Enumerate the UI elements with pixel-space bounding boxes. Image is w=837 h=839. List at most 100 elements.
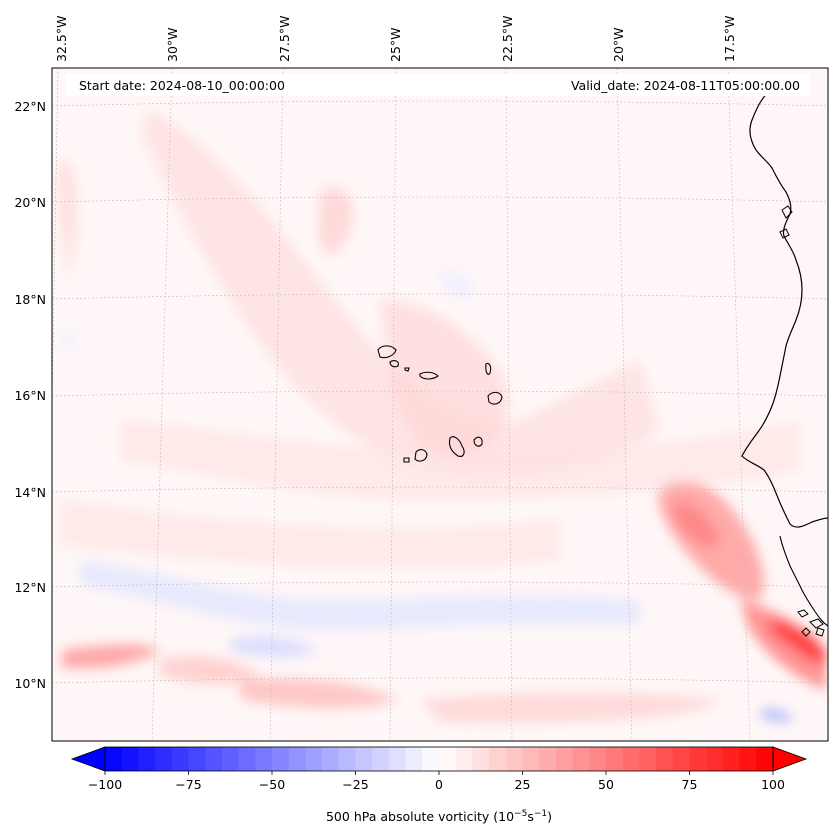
lat-label-20n: 20°N: [14, 195, 46, 210]
island-sao-nicolau: [419, 371, 439, 380]
meridian-22-5w: [505, 68, 513, 741]
colorbar-tick-label: 25: [515, 777, 531, 792]
island-santiago: [448, 436, 465, 457]
latitude-labels: 22°N 20°N 18°N 16°N 14°N 12°N 10°N: [14, 99, 46, 691]
colorbar-cell: [322, 747, 340, 771]
colorbar-cell: [505, 747, 523, 771]
colorbar-cell: [672, 747, 690, 771]
parallel-16n: [52, 390, 828, 397]
colorbar-label: 500 hPa absolute vorticity (10−5s−1): [326, 809, 552, 824]
valid-date-label: Valid_date: 2024-08-11T05:00:00.00: [571, 78, 800, 93]
colorbar-cell: [555, 747, 574, 771]
meridian-25w: [389, 68, 397, 741]
colorbar-cell: [221, 747, 240, 771]
colorbar-cell: [205, 747, 223, 771]
lat-label-16n: 16°N: [14, 388, 46, 403]
island-maio: [473, 436, 483, 447]
canary-coast-islets: [779, 205, 793, 239]
colorbar-label-mid: s: [527, 809, 534, 824]
lon-label-30w: 30°W: [165, 27, 180, 62]
lat-label-22n: 22°N: [14, 99, 46, 114]
island-boa-vista: [487, 391, 503, 405]
colorbar-cell: [455, 747, 473, 771]
colorbar-cell: [639, 747, 657, 771]
parallel-10n: [52, 677, 828, 684]
colorbar-cell: [388, 747, 407, 771]
colorbar-tick-label: −75: [175, 777, 201, 792]
lat-label-10n: 10°N: [14, 676, 46, 691]
island-fogo: [414, 449, 428, 462]
island-brava: [403, 457, 410, 463]
vorticity-field: [58, 110, 826, 723]
colorbar-tick-label: 0: [435, 777, 443, 792]
map-frame: [51, 67, 829, 742]
colorbar-ticks: −100 −75 −50 −25 0 25 50 75 100: [88, 771, 785, 792]
africa-coast-south: [779, 535, 828, 627]
colorbar-label-prefix: 500 hPa absolute vorticity (10: [326, 809, 514, 824]
colorbar-cell: [255, 747, 273, 771]
africa-coastline: [741, 89, 828, 528]
colorbar-cell: [472, 747, 490, 771]
colorbar-cell: [155, 747, 173, 771]
colorbar-extend-max: [772, 746, 808, 772]
colorbar-cell: [121, 747, 139, 771]
colorbar-cell: [539, 747, 557, 771]
colorbar-cell: [355, 747, 373, 771]
colorbar-cell: [288, 747, 306, 771]
colorbar-cell: [238, 747, 256, 771]
island-santa-luzia: [404, 367, 410, 372]
colorbar-cell: [572, 747, 590, 771]
colorbar-cell: [372, 747, 390, 771]
parallel-14n: [52, 486, 828, 493]
colorbar-cell: [105, 747, 123, 771]
meridian-27-5w: [269, 68, 284, 741]
colorbar-cell: [606, 747, 624, 771]
colorbar-cell: [489, 747, 507, 771]
colorbar-cell: [405, 747, 423, 771]
colorbar-cell: [138, 747, 156, 771]
meridian-20w: [616, 68, 633, 741]
map-panel: Start date: 2024-08-10_00:00:00 Valid_da…: [52, 68, 828, 741]
island-sal: [485, 362, 492, 375]
colorbar-cell: [422, 747, 440, 771]
lon-label-32-5w: 32.5°W: [54, 16, 69, 62]
colorbar-cell: [338, 747, 356, 771]
colorbar-cell: [188, 747, 206, 771]
lon-label-25w: 25°W: [388, 27, 403, 62]
colorbar-tick-label: 100: [761, 777, 785, 792]
colorbar-cell: [522, 747, 540, 771]
start-date-label: Start date: 2024-08-10_00:00:00: [79, 78, 285, 93]
meridian-17-5w: [727, 68, 751, 741]
colorbar-tick-label: −50: [259, 777, 285, 792]
colorbar-cell: [739, 747, 757, 771]
lon-label-22-5w: 22.5°W: [500, 16, 515, 62]
parallel-22n: [52, 100, 828, 107]
colorbar-cell: [171, 747, 189, 771]
colorbar-cell: [589, 747, 607, 771]
colorbar-extend-min: [70, 746, 106, 772]
colorbar-cell: [305, 747, 323, 771]
colorbar-cell: [689, 747, 707, 771]
island-sao-vicente: [389, 360, 399, 368]
colorbar-cell: [622, 747, 640, 771]
colorbar-tick-label: 75: [682, 777, 698, 792]
lon-label-17-5w: 17.5°W: [722, 16, 737, 62]
colorbar-cell: [272, 747, 290, 771]
colorbar-cell: [756, 747, 774, 771]
bijagos-islands: [797, 609, 825, 637]
cape-verde-islands: [377, 345, 503, 463]
colorbar-cell: [439, 747, 457, 771]
colorbar-tick-label: 50: [598, 777, 614, 792]
date-header-band: [66, 74, 810, 96]
colorbar-tick-label: −25: [342, 777, 368, 792]
colorbar-cell: [706, 747, 724, 771]
lat-label-14n: 14°N: [14, 485, 46, 500]
lon-label-27-5w: 27.5°W: [277, 16, 292, 62]
graticule: [52, 68, 828, 741]
colorbar-label-suffix: ): [547, 809, 552, 824]
colorbar-cell: [722, 747, 741, 771]
colorbar: −100 −75 −50 −25 0 25 50 75 100 500 hPa absolute…: [70, 746, 808, 824]
meridian-32-5w: [52, 68, 59, 422]
lon-label-20w: 20°W: [611, 27, 626, 62]
